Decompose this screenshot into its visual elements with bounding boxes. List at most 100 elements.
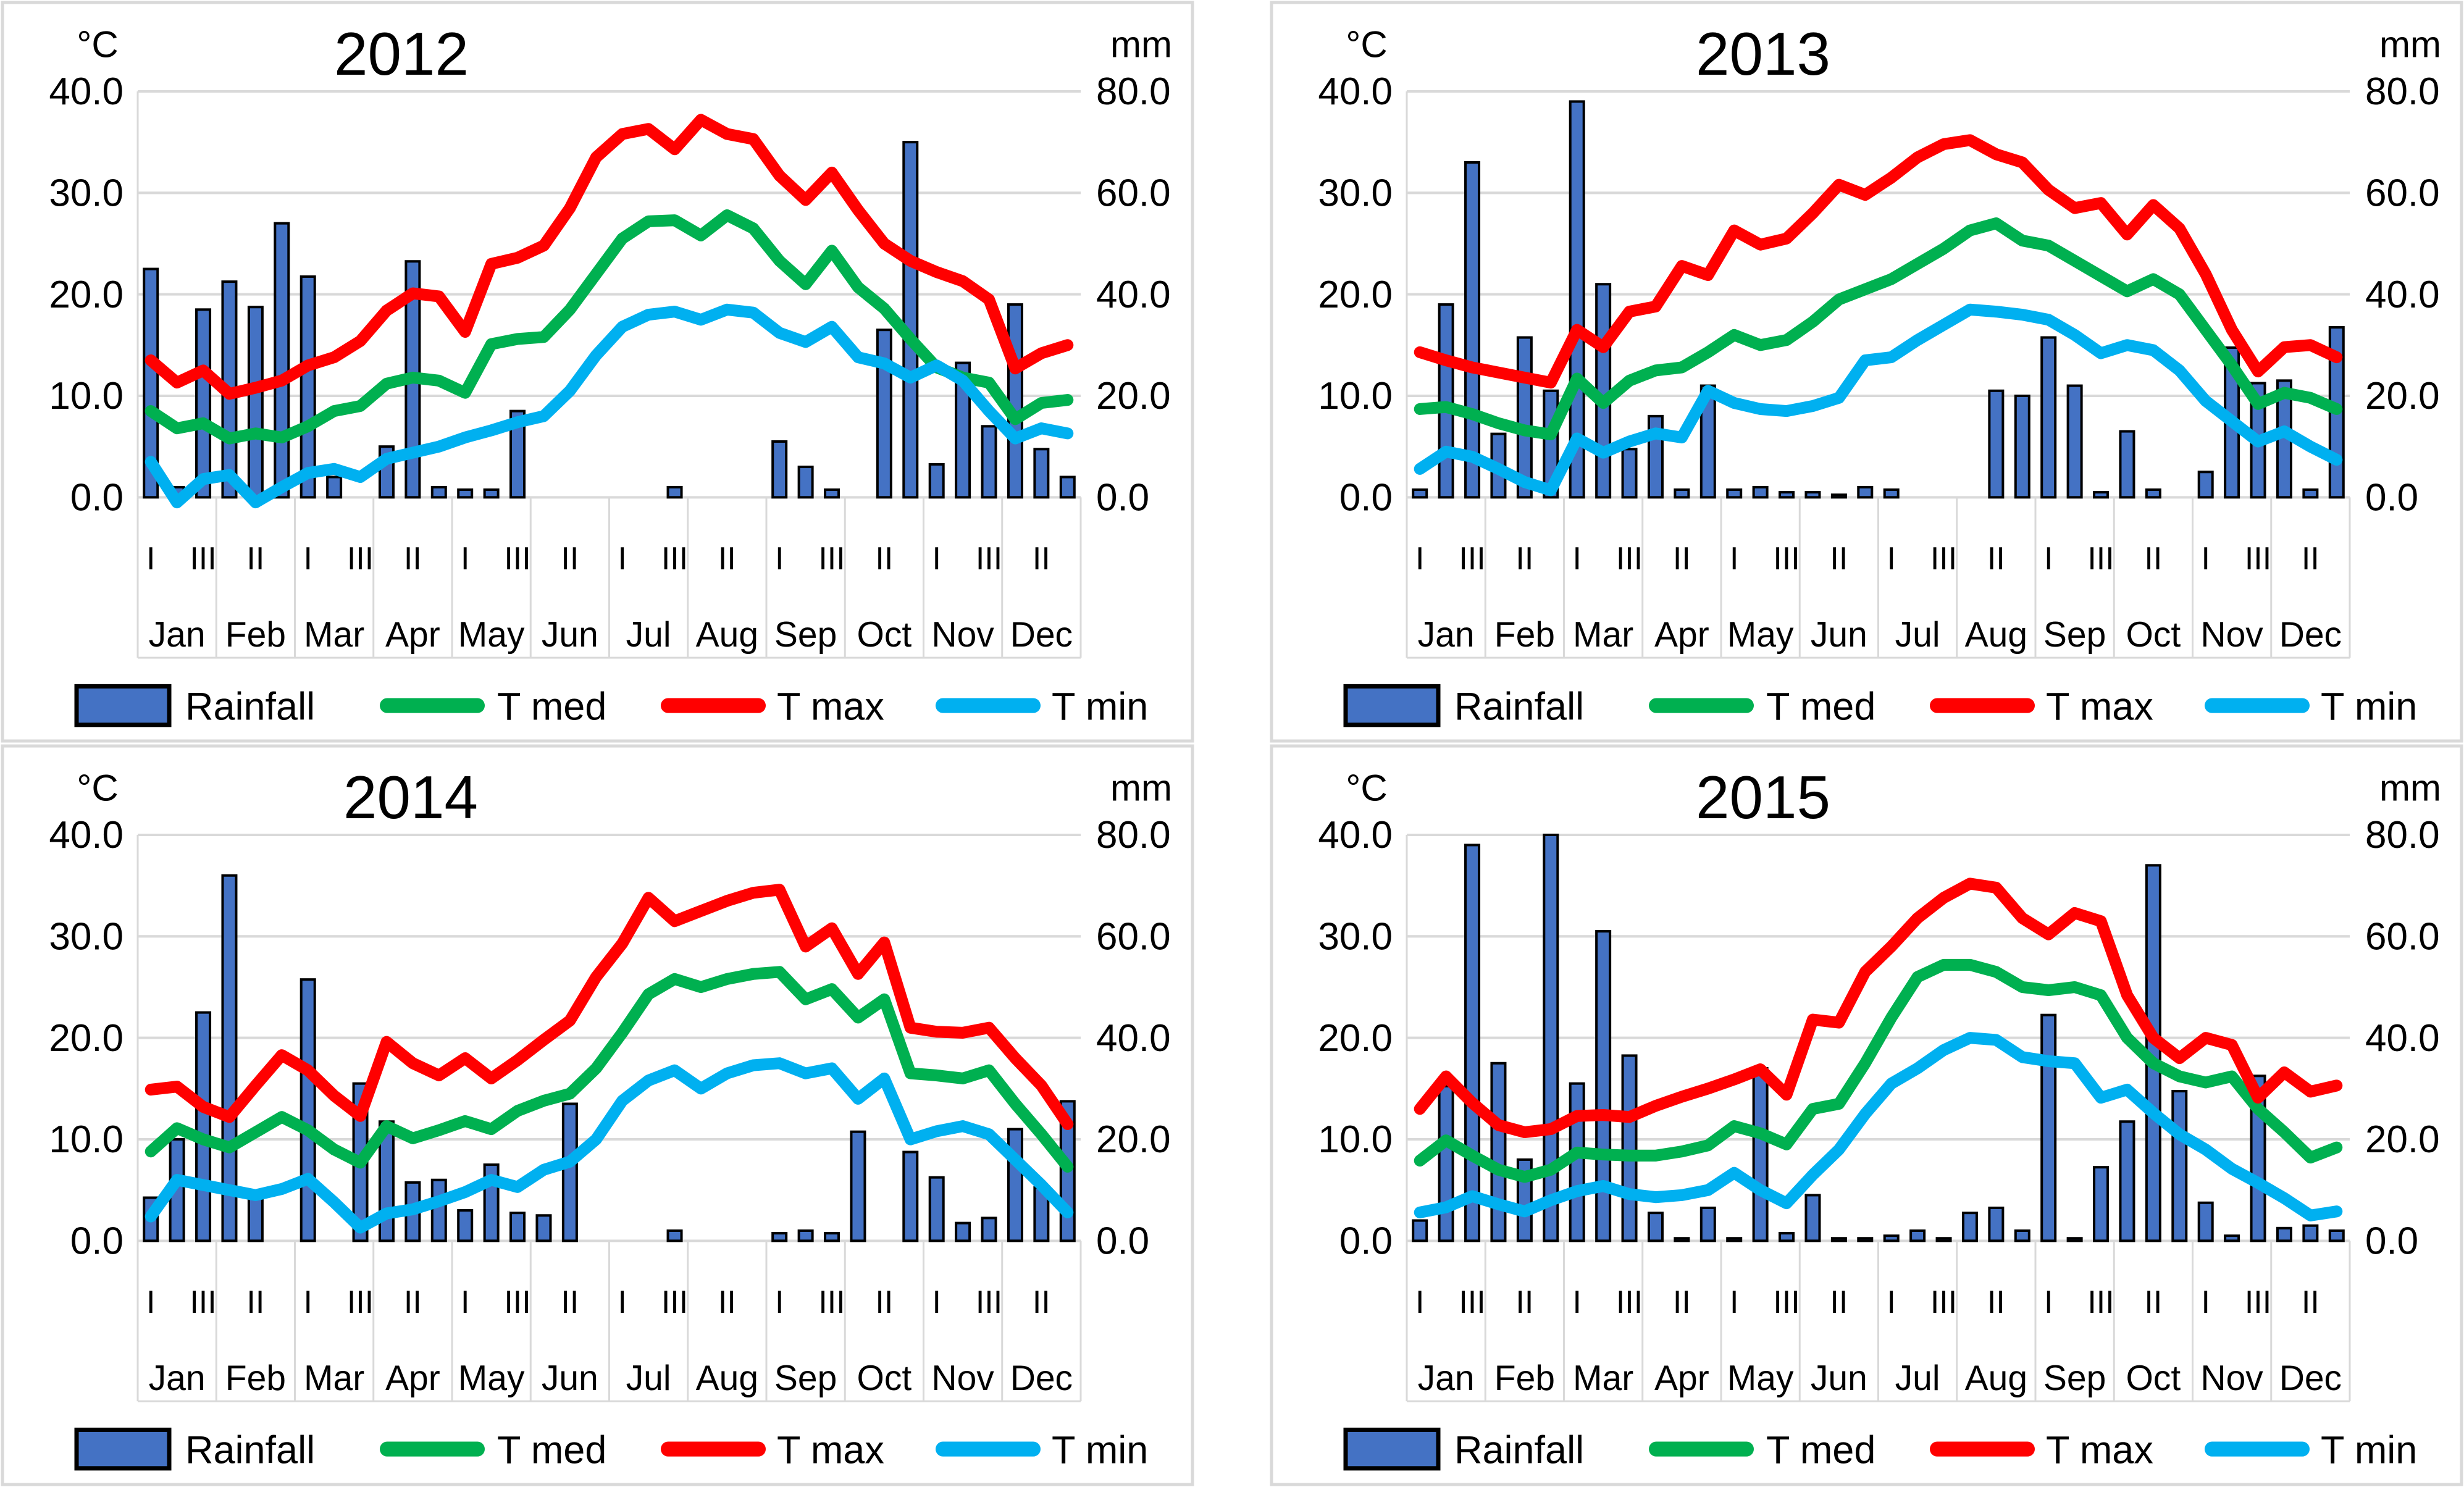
left-axis-tick-label: 30.0 bbox=[49, 172, 124, 214]
rainfall-bar bbox=[2066, 1237, 2083, 1242]
chart-title: 2013 bbox=[1696, 20, 1830, 88]
chart-border bbox=[1270, 1, 2463, 743]
decade-label: III bbox=[818, 1284, 845, 1320]
decade-label: II bbox=[246, 541, 264, 577]
legend-swatch-rainfall bbox=[74, 684, 172, 727]
month-label: Feb bbox=[1494, 1359, 1555, 1398]
rainfall-bar bbox=[1621, 448, 1638, 499]
decade-label: I bbox=[932, 1284, 941, 1320]
month-label: Jul bbox=[1895, 615, 1940, 655]
decade-label: II bbox=[561, 541, 579, 577]
month-label: Aug bbox=[696, 615, 758, 655]
t-max-line bbox=[145, 884, 1074, 1130]
right-axis-tick-label: 20.0 bbox=[1096, 1118, 1171, 1161]
rainfall-bar bbox=[1595, 930, 1612, 1242]
decade-label: II bbox=[1987, 1284, 2005, 1320]
decade-label: I bbox=[1887, 541, 1895, 577]
rainfall-bar bbox=[2328, 1229, 2345, 1242]
rainfall-bar bbox=[1438, 1084, 1454, 1242]
legend-swatch-t_max bbox=[1930, 698, 2035, 713]
left-axis-tick-label: 20.0 bbox=[1318, 1017, 1393, 1060]
month-label: Oct bbox=[857, 1359, 912, 1398]
left-axis-tick-label: 10.0 bbox=[49, 375, 124, 417]
t-med-line bbox=[145, 209, 1074, 445]
decade-label: II bbox=[561, 1284, 579, 1320]
rainfall-bar bbox=[1674, 1237, 1690, 1242]
rainfall-bar bbox=[509, 1212, 526, 1242]
legend-label-rainfall: Rainfall bbox=[1454, 685, 1584, 729]
rainfall-bar bbox=[1726, 1237, 1743, 1242]
right-axis-unit-label: mm bbox=[2379, 23, 2441, 65]
decade-label: II bbox=[2302, 541, 2319, 577]
rainfall-bar bbox=[1988, 1206, 2005, 1242]
legend-swatch-t_max bbox=[661, 698, 766, 713]
decade-label: I bbox=[2201, 1284, 2210, 1320]
right-axis-tick-label: 40.0 bbox=[1096, 274, 1171, 316]
rainfall-bar bbox=[1412, 1219, 1428, 1242]
t-med-line bbox=[145, 966, 1074, 1173]
decade-label: II bbox=[1515, 541, 1533, 577]
rainfall-bar bbox=[902, 141, 919, 499]
decade-label: III bbox=[190, 541, 216, 577]
right-axis-unit-label: mm bbox=[2379, 767, 2441, 808]
legend-label-rainfall: Rainfall bbox=[1454, 1429, 1584, 1472]
rainfall-bar bbox=[824, 1232, 840, 1242]
rainfall-bar bbox=[2276, 1226, 2292, 1242]
rainfall-bar bbox=[2014, 394, 2030, 499]
legend-swatch-rainfall bbox=[1343, 684, 1441, 727]
decade-label: II bbox=[1830, 541, 1848, 577]
decade-label: I bbox=[1887, 1284, 1895, 1320]
right-axis-tick-label: 60.0 bbox=[1096, 915, 1171, 958]
month-label: Oct bbox=[2126, 1359, 2181, 1398]
legend-label-t_min: T min bbox=[1052, 685, 1148, 729]
rainfall-bar bbox=[430, 1178, 447, 1242]
rainfall-bar bbox=[2093, 1166, 2110, 1242]
rainfall-bar bbox=[1007, 303, 1023, 499]
rainfall-bar bbox=[2040, 336, 2057, 499]
legend-swatch-t_min bbox=[2205, 698, 2310, 713]
rainfall-bar bbox=[1059, 475, 1076, 499]
decade-label: I bbox=[146, 541, 155, 577]
month-label: Jul bbox=[626, 615, 671, 655]
right-axis-tick-label: 20.0 bbox=[1096, 375, 1171, 417]
rainfall-bar bbox=[902, 1150, 919, 1242]
chart-title: 2014 bbox=[343, 763, 478, 831]
decade-label: III bbox=[1459, 1284, 1485, 1320]
decade-label: III bbox=[976, 1284, 1002, 1320]
right-axis-tick-label: 0.0 bbox=[2365, 1220, 2418, 1262]
decade-label: II bbox=[1673, 1284, 1691, 1320]
left-axis-tick-label: 20.0 bbox=[49, 274, 124, 316]
decade-label: I bbox=[1730, 541, 1738, 577]
rainfall-bar bbox=[430, 485, 447, 499]
chart-title: 2012 bbox=[334, 20, 469, 88]
decade-label: II bbox=[2302, 1284, 2319, 1320]
right-axis-tick-label: 60.0 bbox=[2365, 172, 2440, 214]
month-label: Nov bbox=[931, 1359, 994, 1398]
right-axis-tick-label: 0.0 bbox=[1096, 1220, 1149, 1262]
decade-label: III bbox=[1930, 1284, 1957, 1320]
right-axis-tick-label: 60.0 bbox=[2365, 915, 2440, 958]
rainfall-bar bbox=[1961, 1212, 1978, 1242]
t-min-line bbox=[145, 303, 1074, 509]
left-axis-unit-label: °C bbox=[77, 23, 118, 65]
month-label: Dec bbox=[1010, 1359, 1073, 1398]
rainfall-bar bbox=[955, 361, 971, 499]
t-max-line bbox=[1414, 878, 2343, 1139]
decade-label: I bbox=[1572, 541, 1581, 577]
rainfall-bar bbox=[1543, 833, 1559, 1242]
month-label: Nov bbox=[931, 615, 994, 655]
rainfall-bar bbox=[300, 275, 316, 499]
left-axis-tick-label: 10.0 bbox=[1318, 375, 1393, 417]
right-axis-tick-label: 20.0 bbox=[2365, 375, 2440, 417]
climate-chart-2015: I III II I III II I III II I III II I III II I III II Jan F… bbox=[1269, 744, 2464, 1487]
rainfall-bar bbox=[2197, 1201, 2214, 1242]
decade-label: I bbox=[461, 541, 469, 577]
rainfall-bar bbox=[1804, 491, 1821, 499]
legend-swatch-t_min bbox=[936, 698, 1041, 713]
decade-label: III bbox=[661, 541, 688, 577]
decade-label: III bbox=[504, 1284, 530, 1320]
rainfall-bar bbox=[797, 1229, 814, 1242]
rainfall-bar bbox=[300, 978, 316, 1242]
